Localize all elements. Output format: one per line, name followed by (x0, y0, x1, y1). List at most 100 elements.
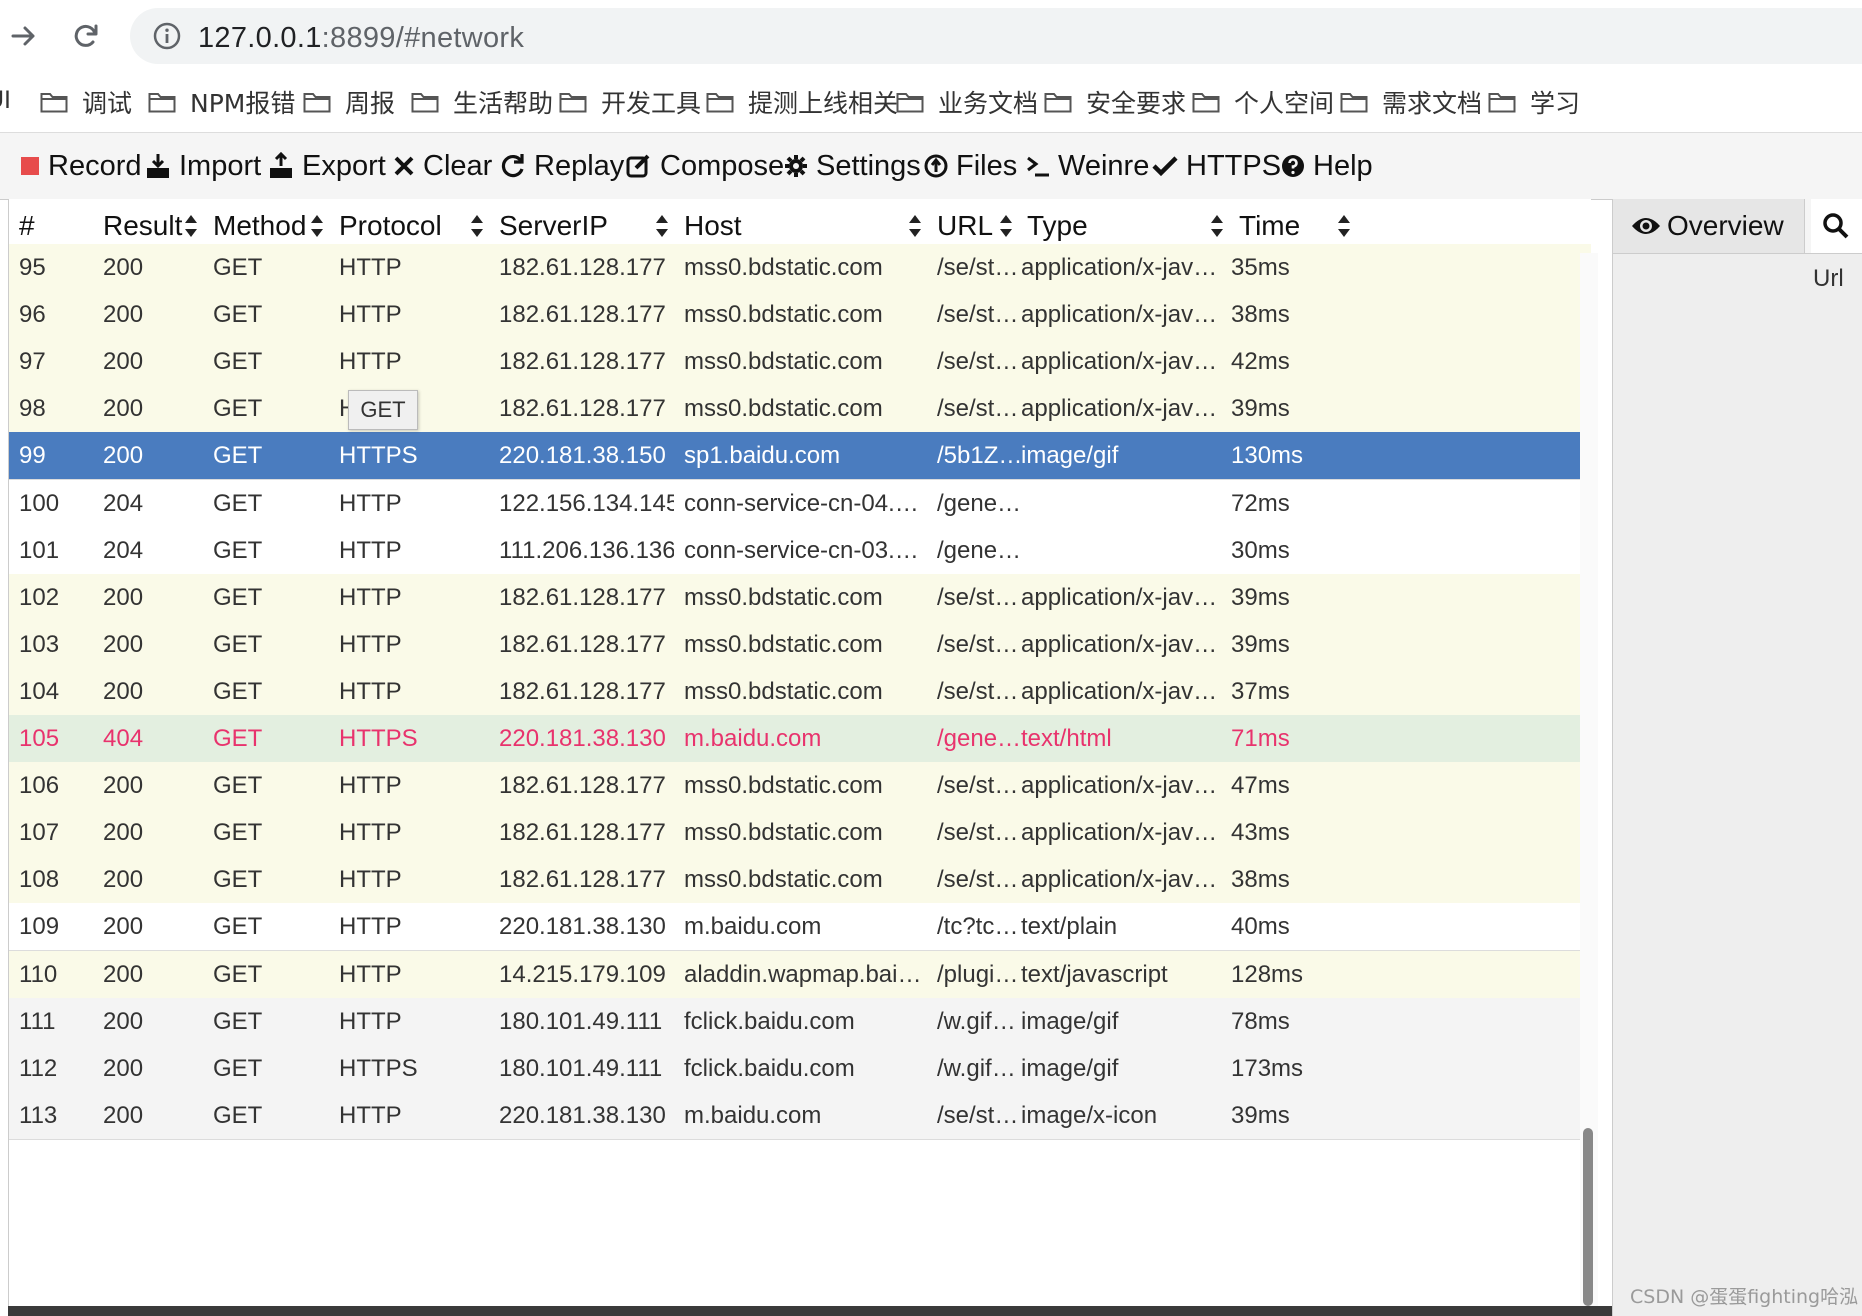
cell-serverip: 122.156.134.145 (499, 489, 674, 517)
bookmark-label: 生活帮助 (453, 89, 554, 118)
clear-button[interactable]: Clear (393, 148, 492, 184)
https-button[interactable]: HTTPS (1152, 148, 1281, 184)
table-row[interactable]: 107 200 GET HTTP 182.61.128.177 mss0.bdstatic… (9, 809, 1591, 858)
table-row[interactable]: 97 200 GET HTTP 182.61.128.177 mss0.bdstatic.… (9, 338, 1591, 387)
sort-icon[interactable] (908, 213, 922, 239)
table-row[interactable]: 112 200 GET HTTPS 180.101.49.111 fclick.baidu… (9, 1044, 1591, 1093)
cell-url: /5b1Z… (937, 442, 1023, 470)
col-header-result[interactable]: Result (103, 210, 183, 241)
info-icon[interactable] (152, 21, 182, 51)
files-button[interactable]: Files (924, 148, 1017, 184)
cell-time: 35ms (1231, 254, 1290, 281)
cell-num: 113 (19, 1101, 58, 1129)
sort-icon[interactable] (310, 213, 324, 239)
record-button[interactable]: Record (20, 148, 142, 184)
table-row[interactable]: 108 200 GET HTTP 182.61.128.177 mss0.bdstatic… (9, 856, 1591, 905)
cell-time: 39ms (1231, 395, 1290, 423)
col-header-time[interactable]: Time (1239, 210, 1301, 241)
table-row[interactable]: 96 200 GET HTTP 182.61.128.177 mss0.bdstatic.… (9, 291, 1591, 340)
edit-icon (626, 153, 652, 179)
table-scrollbar-thumb[interactable] (1583, 1128, 1593, 1306)
compose-button[interactable]: Compose (626, 148, 784, 184)
bookmark-item[interactable]: 周报 (303, 84, 395, 120)
forward-button[interactable] (2, 14, 46, 58)
compose-label: Compose (660, 149, 785, 182)
table-scrollbar[interactable] (1580, 253, 1598, 1308)
table-row[interactable]: 98200GETHTTP182.61.128.177mss0.bdstatic.… (9, 385, 1591, 434)
bookmark-partial[interactable]: UI (0, 86, 11, 114)
col-header-url[interactable]: URL (937, 210, 994, 241)
export-label: Export (302, 149, 386, 182)
bookmark-item[interactable]: 学习 (1488, 84, 1580, 120)
cell-protocol: HTTP (339, 913, 402, 941)
weinre-button[interactable]: Weinre (1026, 148, 1149, 184)
cell-type: image/gif (1021, 1007, 1119, 1035)
col-header-num[interactable]: # (19, 210, 35, 241)
col-header-type[interactable]: Type (1027, 210, 1088, 241)
bookmark-item[interactable]: 个人空间 (1192, 84, 1334, 120)
import-button[interactable]: Import (145, 148, 261, 184)
cell-num: 105 (19, 725, 60, 752)
cell-host: m.baidu.com (684, 913, 822, 941)
help-button[interactable]: Help (1281, 148, 1373, 184)
col-header-host[interactable]: Host (684, 210, 742, 241)
sort-icon[interactable] (1210, 213, 1224, 239)
cell-serverip: 180.101.49.111 (499, 1007, 663, 1035)
cell-host: conn-service-cn-03.alla… (684, 536, 929, 564)
bookmark-item[interactable]: 提测上线相关 (706, 84, 898, 120)
cell-num: 98 (19, 395, 46, 423)
replay-button[interactable]: Replay (500, 148, 624, 184)
cell-method: GET (213, 913, 263, 941)
cell-time: 173ms (1231, 1054, 1304, 1082)
tab-overview[interactable]: Overview (1613, 199, 1805, 253)
cell-method: GET (213, 442, 263, 470)
table-row[interactable]: 104 200 GET HTTP 182.61.128.177 mss0.bdstatic… (9, 667, 1591, 716)
bookmark-item[interactable]: 生活帮助 (411, 84, 553, 120)
cell-url: /gene… (937, 489, 1022, 517)
cell-serverip: 182.61.128.177 (499, 395, 666, 423)
bookmark-label: 需求文档 (1382, 89, 1483, 118)
col-header-method[interactable]: Method (213, 210, 307, 241)
table-row[interactable]: 109 200 GET HTTP 220.181.38.130 m.baidu.com/t… (9, 903, 1591, 952)
table-row[interactable]: 106 200 GET HTTP 182.61.128.177 mss0.bdstatic… (9, 762, 1591, 811)
bookmark-item[interactable]: 业务文档 (896, 84, 1038, 120)
table-row[interactable]: 103 200 GET HTTP 182.61.128.177 mss0.bdstatic… (9, 620, 1591, 669)
cell-num: 99 (19, 442, 46, 470)
gear-icon (784, 154, 808, 178)
col-header-protocol[interactable]: Protocol (339, 210, 442, 241)
bookmark-item[interactable]: NPM报错 (148, 84, 295, 120)
cell-num: 100 (19, 489, 60, 517)
sort-icon[interactable] (999, 213, 1013, 239)
record-icon (20, 156, 40, 176)
cell-type: application/x-javas… (1021, 866, 1221, 894)
sort-icon[interactable] (1337, 213, 1351, 239)
settings-button[interactable]: Settings (784, 148, 921, 184)
table-row[interactable]: 99 200 GET HTTPS 220.181.38.150 sp1.baidu.com… (9, 432, 1591, 481)
sort-icon[interactable] (470, 213, 484, 239)
cell-host: conn-service-cn-04.alla… (684, 489, 929, 517)
bookmark-item[interactable]: 调试 (40, 84, 132, 120)
reload-button[interactable] (64, 14, 108, 58)
bookmark-item[interactable]: 安全要求 (1044, 84, 1186, 120)
table-row[interactable]: 111 200 GET HTTP 180.101.49.111 fclick.baidu.… (9, 997, 1591, 1046)
table-row[interactable]: 105 404 GET HTTPS 220.181.38.130 m.baidu.com /… (9, 715, 1591, 763)
sort-icon[interactable] (184, 213, 198, 239)
bookmark-item[interactable]: 开发工具 (559, 84, 701, 120)
address-input[interactable]: 127.0.0.1:8899/#network (130, 8, 1862, 64)
table-row[interactable]: 113 200 GET HTTP 220.181.38.130 m.baidu.com/s… (9, 1091, 1591, 1140)
tab-inspect[interactable] (1811, 199, 1862, 253)
table-row[interactable]: 100 204 GET HTTP 122.156.134.145 conn-service… (9, 479, 1591, 528)
table-row[interactable]: 95 200 GET HTTP 182.61.128.177 mss0.bdstatic.… (9, 244, 1591, 292)
col-header-serverip[interactable]: ServerIP (499, 210, 608, 241)
cell-protocol: HTTP (339, 301, 402, 329)
export-button[interactable]: Export (268, 148, 386, 184)
import-label: Import (179, 149, 262, 182)
table-row[interactable]: 110 200 GET HTTP 14.215.179.109 aladdin.wapma… (9, 950, 1591, 999)
table-row[interactable]: 101 204 GET HTTP 111.206.136.136 conn-service… (9, 526, 1591, 575)
cell-type: text/plain (1021, 913, 1118, 941)
table-row[interactable]: 102 200 GET HTTP 182.61.128.177 mss0.bdstatic… (9, 573, 1591, 622)
cell-num: 102 (19, 583, 60, 611)
folder-icon (1192, 93, 1220, 113)
sort-icon[interactable] (655, 213, 669, 239)
bookmark-item[interactable]: 需求文档 (1340, 84, 1482, 120)
